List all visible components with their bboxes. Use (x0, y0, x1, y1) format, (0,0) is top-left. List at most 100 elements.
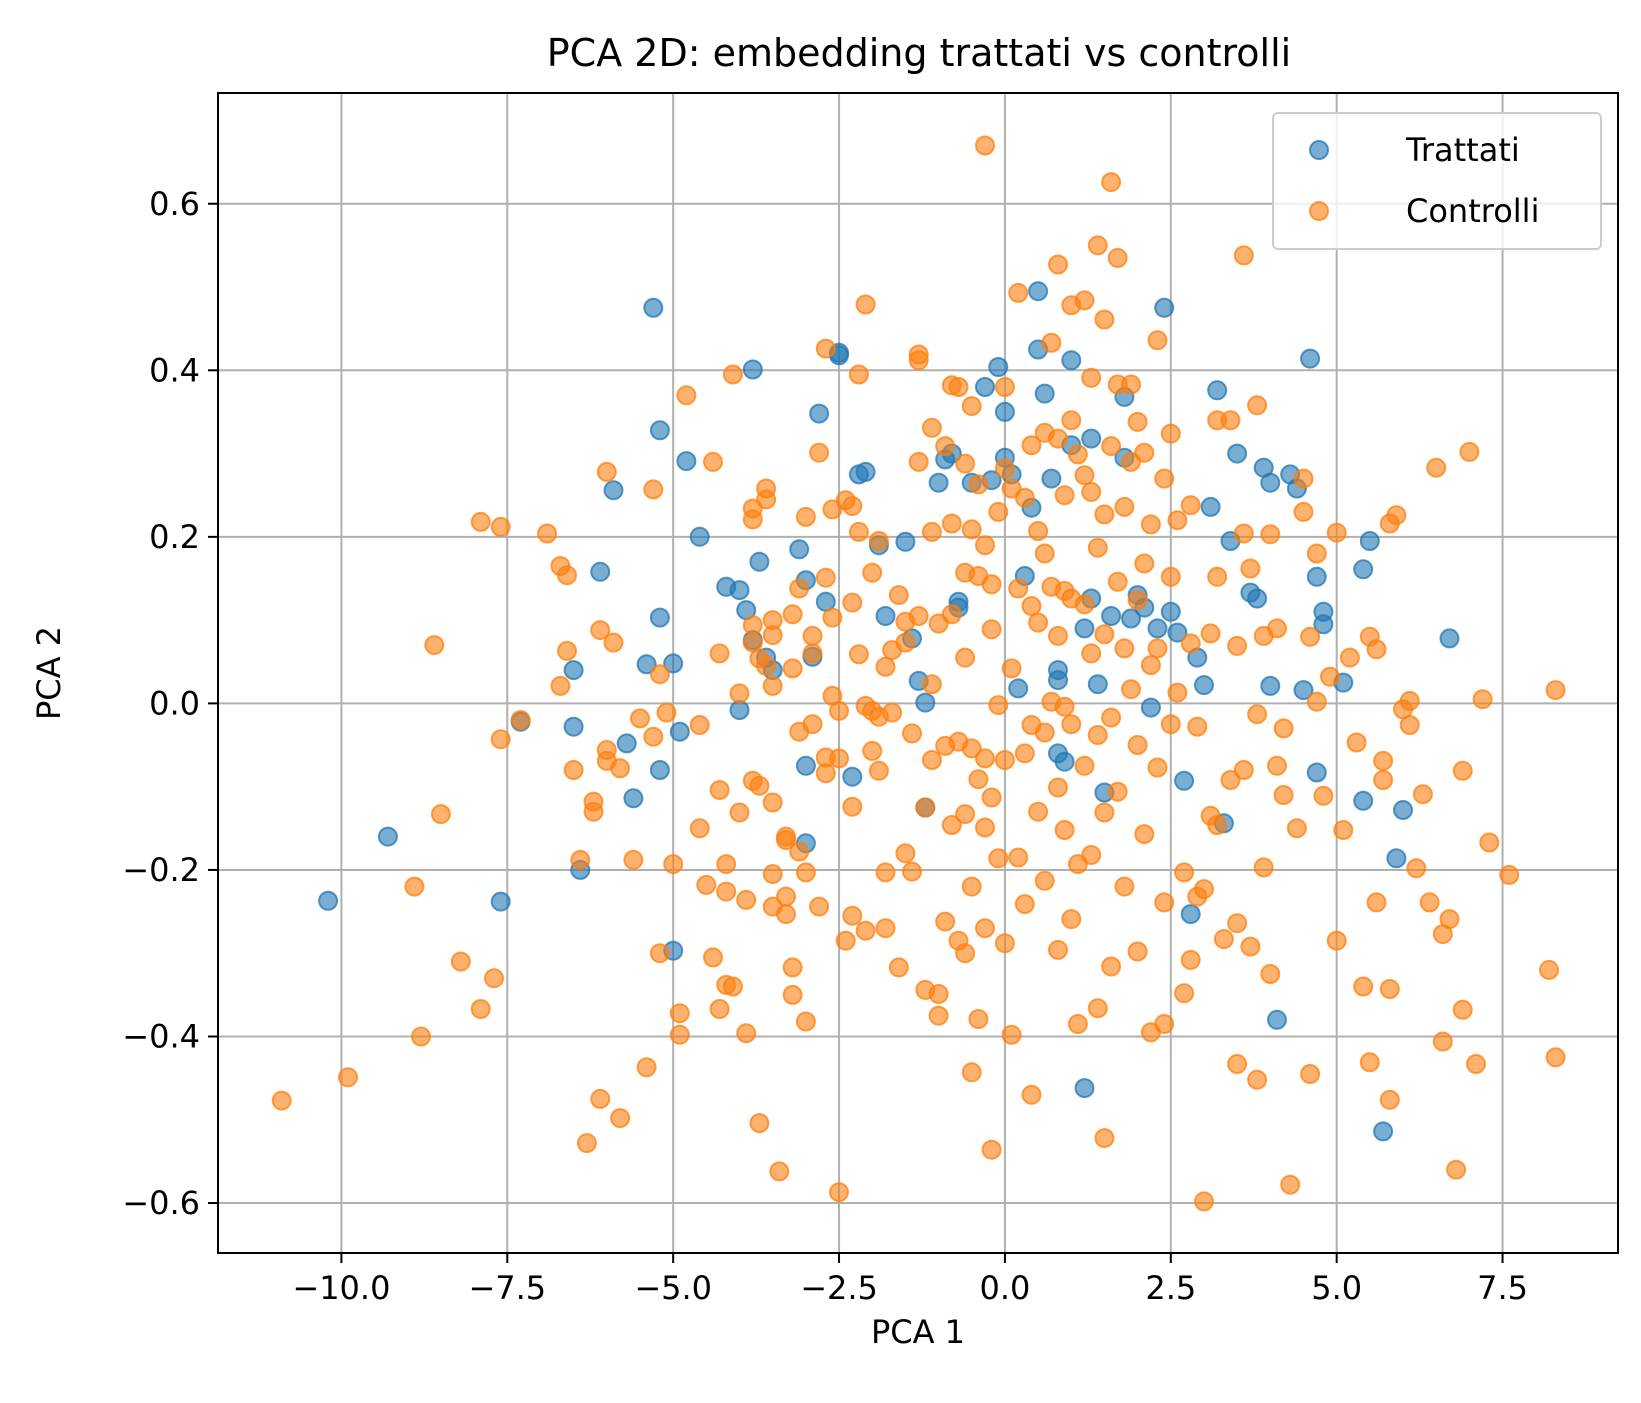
point-controlli (643, 726, 664, 747)
y-tick-label: −0.6 (122, 1184, 200, 1222)
x-tick-label: −7.5 (468, 1269, 546, 1307)
point-controlli (1379, 979, 1400, 999)
point-controlli (1041, 332, 1062, 353)
point-controlli (1140, 514, 1161, 535)
point-trattati (1359, 531, 1380, 551)
point-controlli (490, 729, 511, 750)
legend-marker-controlli (1309, 201, 1329, 221)
point-trattati (1247, 588, 1268, 609)
point-controlli (603, 632, 624, 653)
point-controlli (762, 792, 783, 813)
x-tick-label: 5.0 (1311, 1269, 1362, 1307)
point-trattati (1008, 678, 1029, 699)
point-controlli (1048, 428, 1068, 449)
point-trattati (1147, 618, 1168, 639)
point-controlli (1306, 543, 1327, 564)
point-controlli (1087, 725, 1108, 745)
point-controlli (1366, 892, 1387, 913)
point-trattati (1200, 496, 1221, 517)
point-controlli (815, 338, 836, 359)
point-controlli (1180, 949, 1201, 970)
point-controlli (921, 674, 942, 695)
point-controlli (1147, 757, 1168, 778)
point-controlli (596, 740, 617, 760)
point-trattati (1054, 751, 1075, 772)
point-trattati (1034, 383, 1055, 404)
point-controlli (1432, 1031, 1453, 1052)
point-controlli (623, 849, 644, 870)
point-controlli (1061, 714, 1082, 735)
point-trattati (689, 526, 710, 547)
point-trattati (1293, 680, 1314, 701)
point-controlli (988, 501, 1009, 522)
point-controlli (1048, 777, 1068, 798)
point-trattati (742, 359, 763, 380)
point-controlli (809, 896, 830, 917)
point-controlli (782, 658, 803, 679)
point-controlli (1194, 1191, 1214, 1212)
point-controlli (1008, 847, 1029, 868)
y-axis-label: PCA 2 (30, 626, 68, 720)
point-controlli (888, 957, 909, 978)
point-trattati (649, 607, 670, 628)
point-controlli (842, 905, 863, 926)
point-controlli (1399, 690, 1420, 711)
point-controlli (862, 740, 883, 761)
point-controlli (855, 294, 876, 315)
point-controlli (643, 479, 664, 500)
point-controlli (1180, 495, 1201, 516)
point-controlli (484, 968, 504, 989)
point-controlli (975, 535, 995, 556)
x-axis-label: PCA 1 (871, 1313, 965, 1351)
point-controlli (1107, 571, 1128, 592)
point-controlli (1034, 722, 1055, 743)
point-controlli (1260, 964, 1281, 984)
point-trattati (749, 551, 770, 572)
legend-marker-trattati (1309, 140, 1329, 160)
point-controlli (669, 1003, 690, 1024)
point-controlli (1499, 864, 1520, 885)
point-controlli (1452, 760, 1473, 781)
point-controlli (988, 848, 1009, 869)
point-controlli (1280, 1174, 1301, 1195)
point-controlli (921, 750, 942, 770)
point-controlli (470, 511, 491, 532)
point-controlli (1028, 801, 1049, 822)
point-controlli (935, 436, 956, 457)
point-controlli (1247, 704, 1268, 725)
point-controlli (1247, 1069, 1268, 1090)
point-controlli (941, 604, 962, 625)
point-controlli (610, 758, 631, 779)
point-controlli (1114, 638, 1135, 659)
point-controlli (1207, 815, 1228, 835)
point-controlli (935, 911, 956, 932)
point-controlli (1286, 818, 1307, 839)
point-controlli (981, 787, 1002, 808)
point-trattati (795, 755, 816, 776)
point-controlli (1021, 1084, 1042, 1105)
point-controlli (1134, 442, 1155, 463)
point-controlli (669, 1024, 690, 1045)
point-controlli (1127, 735, 1148, 755)
point-trattati (1439, 628, 1460, 649)
point-controlli (1074, 755, 1095, 776)
point-controlli (1048, 625, 1068, 646)
point-controlli (756, 655, 777, 676)
point-controlli (1067, 444, 1088, 465)
point-trattati (1101, 606, 1122, 626)
point-controlli (928, 1005, 949, 1026)
point-controlli (802, 643, 823, 664)
point-controlli (736, 889, 757, 910)
point-controlli (1167, 682, 1188, 703)
point-controlli (961, 396, 982, 417)
point-controlli (1101, 707, 1122, 728)
point-trattati (994, 401, 1015, 422)
point-controlli (1101, 172, 1122, 193)
point-controlli (709, 780, 730, 800)
y-tick-label: 0.0 (149, 684, 200, 722)
y-axis: −0.6 −0.4 −0.2 0.0 0.2 0.4 0.6 (122, 185, 218, 1222)
point-trattati (623, 788, 644, 809)
point-controlli (1021, 435, 1042, 456)
point-controlli (968, 1009, 989, 1029)
y-tick-label: −0.4 (122, 1017, 200, 1055)
